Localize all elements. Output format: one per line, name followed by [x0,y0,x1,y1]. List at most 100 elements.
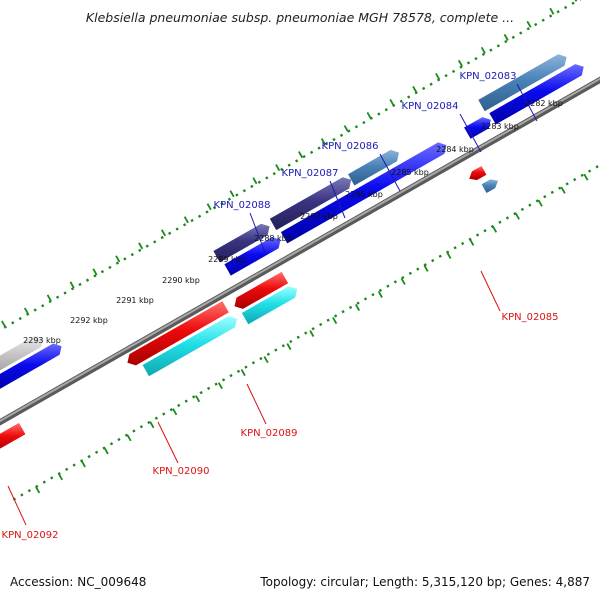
feature-block [213,223,270,263]
ruler-tick [469,238,475,246]
feature-block [234,271,289,309]
feature-block [489,64,584,125]
ruler-tick [252,177,258,185]
gene-label: KPN_02086 [322,141,379,152]
tick-label: 2286 kbp [345,190,383,199]
gene-labels: KPN_02083 KPN_02084 KPN_02085 KPN_02086 KPN_… [2,71,559,541]
gene-leader-line [379,153,401,192]
ruler-tick [217,382,223,390]
tick-labels: 2282 kbp 2283 kbp 2284 kbp 2285 kbp 2286 kbp… [23,99,563,345]
ruler-tick [423,264,429,272]
ruler-tick [263,356,269,364]
ruler-tick [389,99,395,106]
ruler-tick [320,138,326,146]
ruler-tick [69,281,75,289]
gene-leader-line [459,113,482,153]
accession-text: Accession: NC_009648 [10,575,147,589]
gene-leader-line [480,270,501,312]
ruler-tick [560,186,566,194]
inner-ruler [12,163,600,501]
tick-label: 2285 kbp [391,168,429,177]
ruler-tick [480,46,486,54]
feature-block [241,286,298,325]
ruler-tick [172,408,178,416]
ruler-tick [149,421,155,429]
feature-block [127,301,229,366]
gene-label: KPN_02083 [460,71,517,82]
ruler-tick [574,0,578,2]
ruler-tick [183,216,189,224]
backbone-line [0,76,600,426]
outer-ruler [0,0,582,332]
ruler-tick [286,343,292,351]
ruler-tick [583,173,589,181]
backbone [0,76,600,426]
gene-label: KPN_02090 [153,466,210,477]
topology-summary: Topology: circular; Length: 5,315,120 bp… [260,575,590,589]
ruler-tick [492,225,498,233]
ruler-tick [138,242,144,250]
ruler-tick [503,33,509,41]
ruler-tick [115,255,121,263]
tick-label: 2291 kbp [116,296,154,305]
ruler-tick [537,199,543,207]
tick-label: 2282 kbp [525,99,563,108]
ruler-dots [0,0,582,332]
backbone-highlight [0,77,600,423]
ruler-tick [103,447,109,455]
ruler-tick [343,125,349,133]
feature-block [224,237,281,276]
gene-label: KPN_02087 [282,168,339,179]
tick-label: 2283 kbp [481,122,519,131]
tick-label: 2290 kbp [162,276,200,285]
feature-block [142,316,237,377]
ruler-tick [275,164,281,172]
ruler-dots [12,163,600,501]
gene-leader-line [157,421,179,464]
ruler-tick [354,304,361,311]
ruler-tick [309,330,315,338]
ruler-tick [92,268,98,276]
gene-leader-line [329,180,346,219]
map-title: Klebsiella pneumoniae subsp. pneumoniae … [85,10,515,25]
ruler-tick [446,251,452,259]
tick-label: 2292 kbp [70,316,108,325]
feature-block [0,335,44,371]
ruler-tick [298,151,304,159]
gene-label: KPN_02089 [241,428,298,439]
ruler-tick [526,20,532,28]
ruler-tick [80,460,86,468]
feature-block [469,166,487,181]
ruler-tick [400,277,406,285]
ruler-tick [332,317,338,325]
tick-label: 2289 kbp [208,255,246,264]
ruler-tick [412,85,418,93]
feature-block [348,149,399,186]
ruler-tick [377,290,383,298]
feature-block [481,179,498,193]
gene-leader-line [249,212,267,256]
gene-label: KPN_02088 [214,200,271,211]
gene-label: KPN_02092 [2,530,59,541]
gene-label: KPN_02084 [402,101,459,112]
ruler-tick [35,486,41,494]
gene-label: KPN_02085 [502,312,559,323]
feature-track [0,54,584,449]
feature-block [478,54,567,112]
ruler-tick [240,369,246,377]
ruler-tick [1,320,7,328]
ruler-tick [126,434,132,442]
ruler-tick [457,59,464,67]
ruler-tick [206,203,212,211]
feature-block [0,343,62,389]
ruler-tick [514,212,520,220]
gene-leader-line [7,485,27,526]
ruler-tick [366,112,372,120]
gene-leader-line [516,83,538,122]
tick-label: 2284 kbp [436,145,474,154]
gene-leader-line [246,383,267,425]
feature-block [280,142,447,244]
ruler-tick [160,229,167,237]
